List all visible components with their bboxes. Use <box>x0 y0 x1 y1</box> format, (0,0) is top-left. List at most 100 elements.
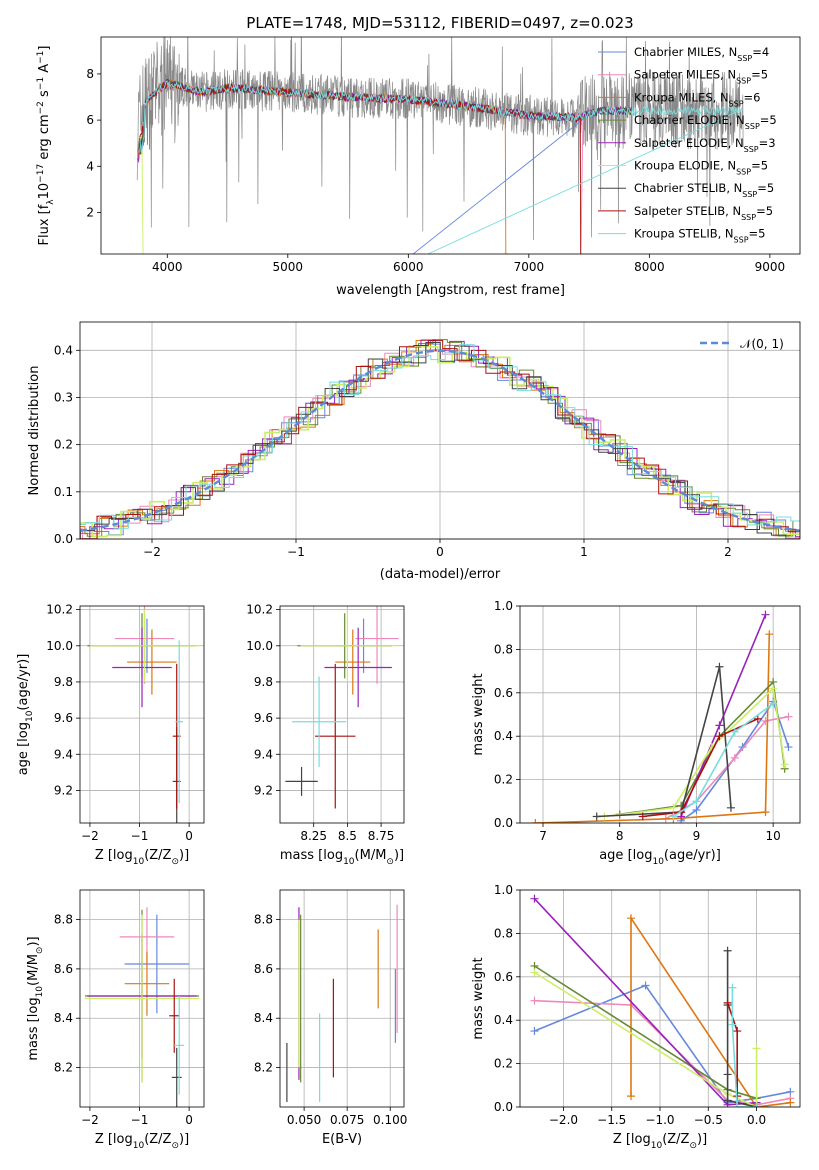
legend-entry-base: Chabrier ELODIE, N <box>634 113 745 127</box>
y-tick-label: 10.2 <box>246 603 273 617</box>
x-tick-label: 9000 <box>755 260 786 274</box>
weight-series-5 <box>534 971 758 1107</box>
y-axis-label: Flux [fλ10−17 erg cm−2 s−1 A−1] <box>36 46 56 246</box>
y-tick-label: 8.4 <box>54 1011 73 1025</box>
histogram-4 <box>80 339 800 539</box>
y-axis-label-part: age [log <box>16 722 31 775</box>
x-tick-label: 8.25 <box>300 829 327 843</box>
y-axis-label-part: −2 <box>36 101 46 114</box>
x-tick-label: 7000 <box>514 260 545 274</box>
x-axis-label-part: ⊙ <box>689 1141 697 1151</box>
y-tick-label: 10.2 <box>46 603 73 617</box>
weight-marker <box>723 998 732 1007</box>
legend-entry-val: =5 <box>751 68 768 82</box>
spectrum-panel: PLATE=1748, MJD=53112, FIBERID=0497, z=0… <box>36 14 801 298</box>
plot-frame <box>519 605 801 824</box>
y-axis-label-part: ] <box>37 46 52 51</box>
x-tick-label: 8000 <box>634 260 665 274</box>
y-tick-label: 0.4 <box>54 343 73 357</box>
legend-entry-sub: SSP <box>729 99 744 108</box>
x-axis-label: Z [log10(Z/Z⊙)] <box>95 848 189 867</box>
x-tick-label: 0 <box>185 829 193 843</box>
y-tick-label: 9.6 <box>254 711 273 725</box>
weight-marker <box>723 1070 732 1079</box>
weight-marker <box>752 1044 761 1053</box>
x-tick-label: 0 <box>436 545 444 559</box>
x-tick-label: 0 <box>185 1113 193 1127</box>
weight-marker <box>530 968 539 977</box>
weight-vs-z-panel: −2.0 −1.5 −1.0 −0.5 0.0 0.0 0.2 0.4 0.6 0.8 1.0 Z [… <box>471 883 801 1151</box>
legend-entry-val: =5 <box>756 204 773 218</box>
legend-entry-base: Salpeter ELODIE, N <box>634 136 744 150</box>
y-tick-label: 0.0 <box>494 816 513 830</box>
weight-marker <box>761 808 770 817</box>
weight-marker <box>715 662 724 671</box>
y-axis-label-part: −1 <box>36 77 46 90</box>
y-axis-label-part: (age/yr)] <box>16 654 31 711</box>
legend-entry: Salpeter ELODIE, NSSP=3 <box>634 136 776 154</box>
weight-marker <box>769 699 778 708</box>
x-tick-label: −2 <box>81 1113 99 1127</box>
x-axis-label-part: mass [log <box>280 848 343 863</box>
plot-frame <box>519 889 801 1108</box>
y-axis-label: Normed distribution <box>27 366 42 496</box>
legend-entry: Kroupa STELIB, NSSP=5 <box>634 227 765 245</box>
y-tick-label: 9.2 <box>54 783 73 797</box>
error-bar-point <box>285 766 318 796</box>
y-tick-label: 8.2 <box>54 1061 73 1075</box>
legend-entry: Salpeter MILES, NSSP=5 <box>634 68 768 86</box>
plot-frame <box>79 321 801 540</box>
error-bars <box>84 907 200 1107</box>
spectrum-title: PLATE=1748, MJD=53112, FIBERID=0497, z=0… <box>246 14 633 32</box>
x-tick-label: 6000 <box>393 260 424 274</box>
x-tick-label: −1.5 <box>597 1113 626 1127</box>
weight-marker <box>765 630 774 639</box>
weight-marker <box>726 803 735 812</box>
legend-entry: Chabrier ELODIE, NSSP=5 <box>634 113 777 131</box>
y-tick-label: 0.6 <box>494 970 513 984</box>
x-tick-label: 0.050 <box>287 1113 321 1127</box>
x-tick-label: −0.5 <box>694 1113 723 1127</box>
legend-entry-sub: SSP <box>741 212 756 221</box>
y-tick-label: 0.8 <box>494 926 513 940</box>
weight-lines <box>531 610 793 823</box>
y-tick-label: 10.0 <box>246 639 273 653</box>
x-tick-label: 2 <box>724 545 732 559</box>
y-axis-label: mass weight <box>471 673 486 755</box>
histogram-8 <box>80 344 800 529</box>
legend-entry-sub: SSP <box>744 144 759 153</box>
x-tick-label: 10 <box>766 829 781 843</box>
weight-marker <box>715 721 724 730</box>
legend-entry-sub: SSP <box>734 235 749 244</box>
legend-entry-sub: SSP <box>736 76 751 85</box>
legend-entry: 𝒩(0, 1) <box>740 337 784 351</box>
x-axis-label-part: (Z/Z <box>144 848 171 863</box>
y-axis-label: mass [log10(M/M⊙)] <box>26 936 45 1060</box>
legend-entry-base: Chabrier STELIB, N <box>634 181 742 195</box>
legend-entry-sub: SSP <box>745 122 760 131</box>
y-axis-label-part: 10 <box>35 986 45 998</box>
x-axis-label-part: Z [log <box>95 1132 133 1147</box>
weight-marker <box>723 946 732 955</box>
weight-series-5 <box>604 686 786 818</box>
weight-marker <box>715 732 724 741</box>
x-axis-label-part: (age/yr)] <box>664 848 721 863</box>
y-tick-label: 8.6 <box>54 962 73 976</box>
x-axis-label: age [log10(age/yr)] <box>599 848 721 867</box>
weight-marker <box>730 727 739 736</box>
y-tick-label: 0.2 <box>494 773 513 787</box>
error-bar-point <box>89 609 200 682</box>
y-axis-label-part: (M/M <box>26 954 41 986</box>
error-bar-point <box>127 629 177 695</box>
legend-entry-val: =5 <box>751 159 768 173</box>
weight-marker <box>530 894 539 903</box>
y-tick-label: 8.4 <box>254 1011 273 1025</box>
x-tick-label: 8 <box>616 829 624 843</box>
legend-entry: Kroupa MILES, NSSP=6 <box>634 90 760 108</box>
weight-marker <box>641 981 650 990</box>
error-bar-point <box>112 627 172 708</box>
weight-marker <box>592 812 601 821</box>
y-tick-label: 9.6 <box>54 711 73 725</box>
